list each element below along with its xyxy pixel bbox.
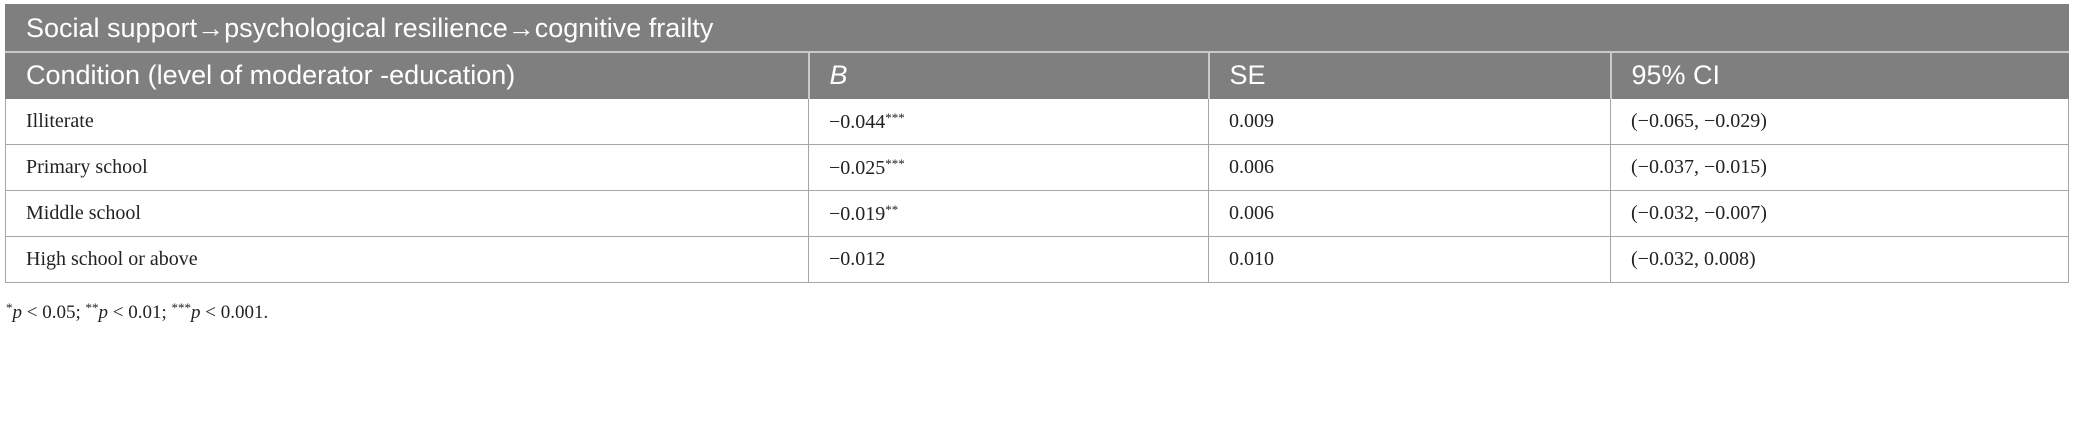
se-cell: 0.006 (1208, 144, 1611, 191)
significance-stars: *** (885, 109, 905, 125)
header-cell: 95% CI (1609, 51, 2070, 99)
condition-cell: Illiterate (5, 98, 809, 145)
significance-stars: *** (885, 155, 905, 171)
data-row: High school or above −0.012 0.010 (−0.032, … (5, 236, 2070, 283)
footnote-text: < 0.01; (108, 302, 172, 323)
b-cell: −0.012 (808, 236, 1209, 283)
title-row: Social support→psychological resilience→… (4, 4, 2070, 53)
footnote-text: < 0.05; (22, 302, 86, 323)
b-value: −0.044 (829, 110, 886, 133)
table-wrap: Social support→psychological resilience→… (4, 4, 2070, 283)
header-cell: B (807, 51, 1209, 99)
data-row: Middle school −0.019** 0.006 (−0.032, −0.00… (5, 190, 2070, 237)
ci-cell: (−0.032, 0.008) (1609, 236, 2070, 283)
footnote-p: p (191, 302, 201, 323)
ci-cell: (−0.032, −0.007) (1609, 190, 2070, 237)
footnote: *p < 0.05; **p < 0.01; ***p < 0.001. (6, 300, 268, 324)
significance-stars: ** (885, 201, 899, 217)
condition-cell: Middle school (5, 190, 809, 237)
b-cell: −0.025*** (808, 144, 1209, 191)
footnote-stars: *** (171, 300, 192, 315)
header-cell: Condition (level of moderator -education… (5, 51, 809, 99)
table: Social support→psychological resilience→… (4, 4, 2070, 283)
se-cell: 0.010 (1208, 236, 1611, 283)
table-body: Social support→psychological resilience→… (4, 4, 2070, 283)
ci-cell: (−0.037, −0.015) (1609, 144, 2070, 191)
data-row: Primary school −0.025*** 0.006 (−0.037, −0.… (5, 144, 2070, 191)
header-row: Condition (level of moderator -education… (5, 51, 2070, 99)
b-value: −0.019 (829, 202, 886, 225)
footnote-stars: * (6, 300, 13, 315)
se-cell: 0.009 (1208, 98, 1611, 145)
header-cell: SE (1207, 51, 1611, 99)
condition-cell: Primary school (5, 144, 809, 191)
b-cell: −0.019** (808, 190, 1209, 237)
footnote-stars: ** (85, 300, 99, 315)
footnote-p: p (98, 302, 109, 323)
footnote-text: < 0.001. (200, 302, 269, 323)
footnote-p: p (12, 302, 23, 323)
b-value: −0.025 (829, 156, 886, 179)
se-cell: 0.006 (1208, 190, 1611, 237)
data-row: Illiterate −0.044*** 0.009 (−0.065, −0.029) (5, 98, 2070, 145)
table-title: Social support→psychological resilience→… (4, 4, 2070, 53)
condition-cell: High school or above (5, 236, 809, 283)
ci-cell: (−0.065, −0.029) (1609, 98, 2070, 145)
b-value: −0.012 (829, 248, 886, 270)
b-cell: −0.044*** (808, 98, 1209, 145)
